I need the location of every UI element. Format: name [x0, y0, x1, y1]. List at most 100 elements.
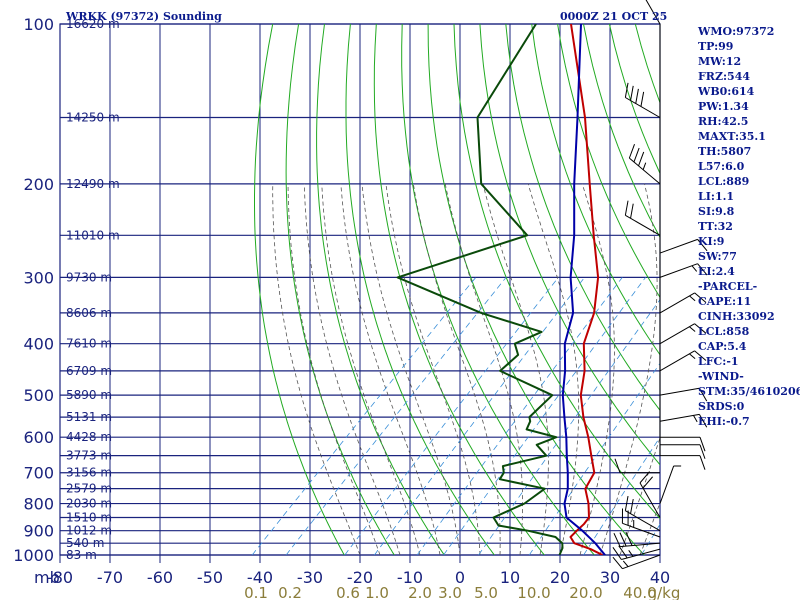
- wind-barb: [624, 495, 661, 532]
- wind-barb: [660, 444, 706, 459]
- dewpoint-line: [396, 24, 564, 555]
- moist-adiabats: [272, 183, 660, 555]
- wind-barb: [612, 554, 661, 570]
- mixing-ratio-label: 20.0: [569, 584, 602, 600]
- mixing-ratio-line: [583, 436, 660, 555]
- wind-barb-half-feather: [693, 415, 698, 423]
- x-tick-label: -80: [47, 568, 73, 587]
- wind-barb: [624, 200, 661, 236]
- height-label: 540 m: [66, 536, 104, 550]
- height-label: 5890 m: [66, 388, 112, 402]
- height-label: 4428 m: [66, 430, 112, 444]
- mixing-ratio-label: 0.1: [244, 584, 268, 600]
- wind-barb-staff: [625, 214, 661, 236]
- moist-adiabat: [303, 183, 401, 555]
- moist-adiabat: [527, 183, 580, 555]
- wind-barb-feather: [612, 547, 622, 560]
- index-item: FRZ:544: [698, 70, 751, 83]
- dry-adiabat: [345, 24, 495, 555]
- x-tick-label: -70: [97, 568, 123, 587]
- wind-barb-staff: [659, 238, 698, 254]
- moist-adiabat: [599, 183, 658, 555]
- index-item: PW:1.34: [698, 100, 749, 113]
- wind-barb-half-feather: [622, 560, 629, 567]
- x-tick-label: -30: [297, 568, 323, 587]
- moist-adiabat: [287, 183, 381, 555]
- wind-barb-feather: [613, 532, 621, 547]
- mixing-ratio-label: 0.2: [278, 584, 302, 600]
- index-item: SW:77: [698, 250, 737, 263]
- wind-barb: [660, 436, 706, 452]
- wind-barb-staff: [659, 387, 700, 396]
- wind-barb-feather: [635, 88, 639, 104]
- index-item: RH:42.5: [698, 115, 749, 128]
- height-label: 14250 m: [66, 111, 120, 125]
- wind-barb-feather: [630, 203, 634, 219]
- dry-adiabat: [531, 24, 660, 356]
- x-tick-label: -50: [197, 568, 223, 587]
- wind-barb-feather: [639, 471, 651, 484]
- mixing-ratio-label: 3.0: [438, 584, 462, 600]
- height-label: 2579 m: [66, 482, 112, 496]
- index-item: CAPE:11: [698, 295, 752, 308]
- mixing-ratio-label: 10.0: [517, 584, 550, 600]
- wind-barb-feather: [697, 263, 708, 276]
- wind-barb: [660, 455, 706, 470]
- wind-barb-staff: [629, 157, 661, 185]
- wind-barb-feather: [640, 91, 645, 107]
- x-axis-label: mb: [34, 568, 60, 587]
- indices-panel: WMO:97372 TP:99 MW:12 FRZ:544 WB0:614 PW:1.34…: [698, 24, 800, 429]
- mixing-ratio-line: [443, 277, 646, 555]
- wind-barb-half-feather: [689, 295, 696, 302]
- wind-barb-half-feather: [689, 326, 696, 332]
- moist-adiabat: [444, 183, 523, 555]
- index-item: -WIND-: [698, 370, 744, 383]
- index-item: LCL:858: [698, 325, 750, 338]
- wind-barb-feather: [698, 414, 708, 428]
- mixing-ratio-label: 5.0: [474, 584, 498, 600]
- moist-adiabat: [340, 183, 441, 555]
- pressure-tick-label: 100: [23, 15, 54, 34]
- index-item: WMO:97372: [698, 25, 775, 38]
- wind-barb-staff: [659, 465, 675, 504]
- mixing-ratio-line: [374, 277, 585, 555]
- wind-barb-staff: [622, 522, 661, 538]
- profiles: [396, 24, 606, 555]
- dry-adiabat: [427, 24, 645, 555]
- index-item: MAXT:35.1: [698, 130, 766, 143]
- wind-barb-feather: [694, 292, 707, 303]
- moist-adiabat: [321, 183, 421, 555]
- temperature-line: [569, 24, 603, 555]
- height-label: 7610 m: [66, 337, 112, 351]
- wind-barb-feather: [694, 350, 707, 361]
- wind-barb: [659, 465, 682, 504]
- mixing-ratio-label: 0.6: [336, 584, 360, 600]
- wind-barbs: [612, 0, 708, 570]
- pressure-tick-label: 800: [23, 495, 54, 514]
- moist-adiabat: [639, 502, 660, 555]
- wind-barb-staff: [625, 510, 661, 532]
- mixing-ratio-label: 40.0: [623, 584, 656, 600]
- wind-barb-feather: [630, 498, 634, 514]
- wind-barb: [628, 144, 661, 185]
- index-item: EHI:-0.7: [698, 415, 750, 428]
- pressure-tick-label: 200: [23, 175, 54, 194]
- x-tick-label: 40: [650, 568, 670, 587]
- wind-barb-staff: [645, 0, 661, 25]
- wind-barb-staff: [625, 97, 661, 118]
- wind-barb-feather: [628, 144, 635, 159]
- wind-barb-feather: [619, 532, 627, 547]
- wind-barb: [614, 458, 660, 474]
- index-item: TT:32: [698, 220, 733, 233]
- wind-barb-feather: [612, 556, 623, 569]
- wind-barb-feather: [630, 85, 634, 101]
- height-label: 2030 m: [66, 497, 112, 511]
- height-label: 3156 m: [66, 466, 112, 480]
- height-label: 16620 m: [66, 17, 120, 31]
- index-item: CINH:33092: [698, 310, 775, 323]
- mixing-ratio-label: 2.0: [408, 584, 432, 600]
- moist-adiabat: [361, 183, 461, 555]
- station-title: WRKK (97372) Sounding: [65, 10, 222, 23]
- x-tick-label: 20: [550, 568, 570, 587]
- wind-barb-feather: [699, 444, 706, 459]
